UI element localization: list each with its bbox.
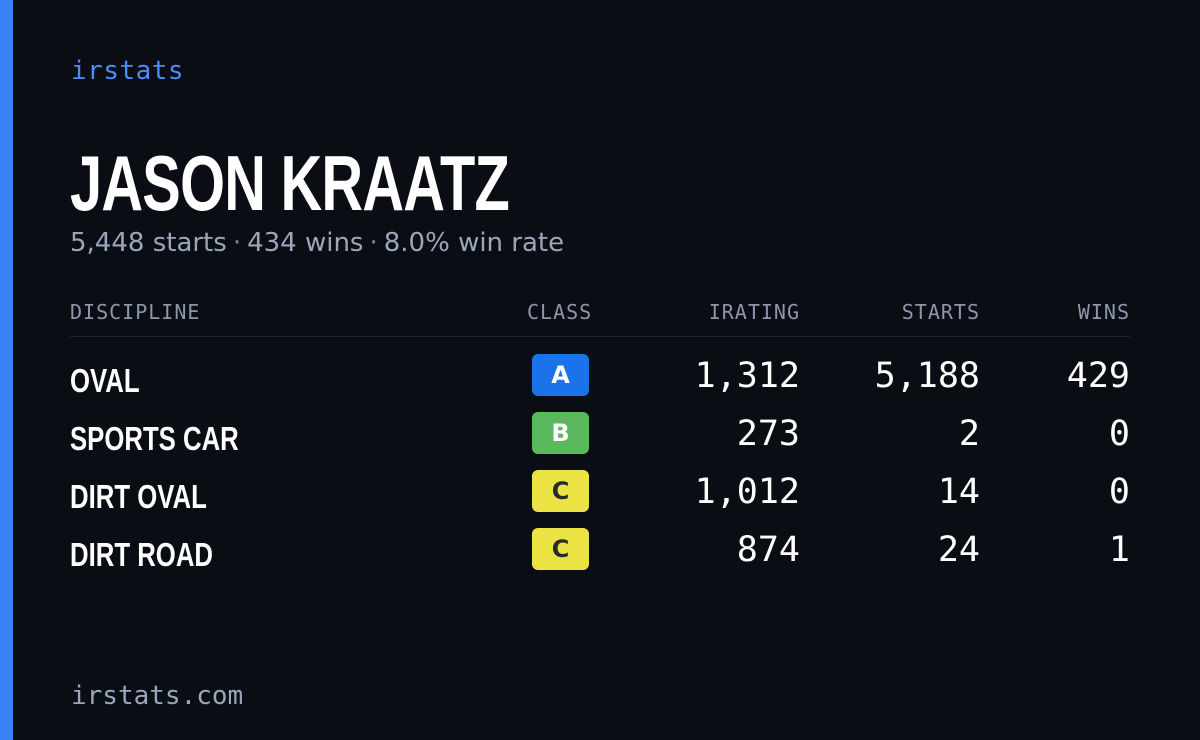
- table-row: DIRT ROAD C 874 24 1: [70, 528, 1130, 586]
- row-starts: 5,188: [874, 356, 980, 396]
- table-row: OVAL A 1,312 5,188 429: [70, 354, 1130, 412]
- summary-wins: 434 wins: [247, 228, 364, 258]
- table-header: DISCIPLINE CLASS IRATING STARTS WINS: [70, 300, 1130, 337]
- row-discipline: DIRT ROAD: [70, 536, 213, 573]
- table-row: SPORTS CAR B 273 2 0: [70, 412, 1130, 470]
- row-irating: 1,012: [694, 472, 800, 512]
- row-wins: 1: [1108, 530, 1130, 570]
- row-irating: 874: [736, 530, 800, 570]
- header-class: CLASS: [527, 300, 593, 324]
- summary-separator: ·: [232, 228, 242, 258]
- row-discipline: SPORTS CAR: [70, 420, 239, 457]
- summary-separator: ·: [369, 228, 378, 258]
- class-badge: A: [532, 354, 589, 396]
- player-name: JASON KRAATZ: [70, 139, 510, 227]
- header-starts: STARTS: [901, 300, 980, 324]
- header-wins: WINS: [1077, 300, 1130, 324]
- row-starts: 24: [937, 530, 980, 570]
- summary-win-rate: 8.0% win rate: [383, 228, 565, 258]
- player-summary: 5,448 starts · 434 wins · 8.0% win rate: [70, 228, 564, 258]
- row-wins: 0: [1108, 414, 1130, 454]
- header-discipline: DISCIPLINE: [70, 300, 201, 324]
- row-irating: 273: [736, 414, 800, 454]
- table-row: DIRT OVAL C 1,012 14 0: [70, 470, 1130, 528]
- row-discipline: OVAL: [70, 362, 140, 399]
- row-discipline: DIRT OVAL: [70, 478, 207, 515]
- brand-logo[interactable]: irstats: [71, 56, 185, 86]
- class-badge: C: [532, 470, 589, 512]
- header-irating: IRATING: [708, 300, 800, 324]
- row-wins: 429: [1066, 356, 1130, 396]
- class-badge: B: [532, 412, 589, 454]
- row-wins: 0: [1108, 472, 1130, 512]
- summary-starts: 5,448 starts: [70, 228, 227, 258]
- class-badge: C: [532, 528, 589, 570]
- accent-bar: [0, 0, 13, 740]
- row-starts: 14: [937, 472, 980, 512]
- row-irating: 1,312: [694, 356, 800, 396]
- footer-url[interactable]: irstats.com: [71, 681, 244, 711]
- row-starts: 2: [958, 414, 980, 454]
